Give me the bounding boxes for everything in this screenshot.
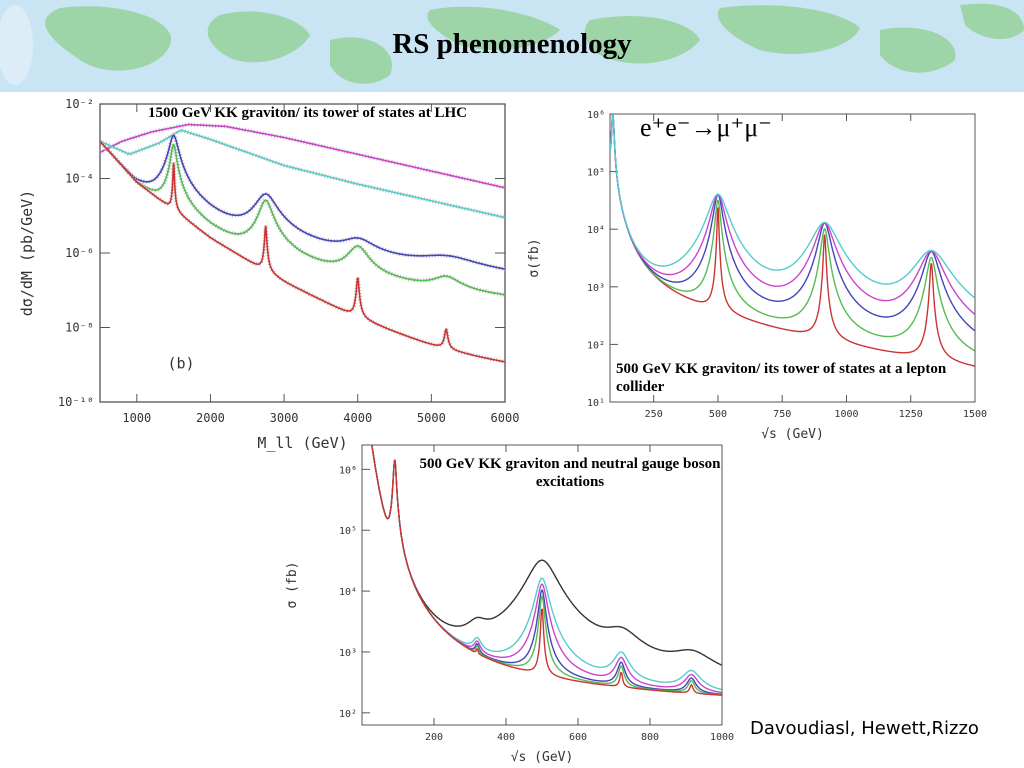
x-tick-label: 6000	[491, 411, 520, 425]
y-tick-label: 10²	[339, 709, 357, 720]
x-tick-label: 4000	[343, 411, 372, 425]
lepton-plot-caption: 500 GeV KK graviton/ its tower of states…	[616, 361, 947, 395]
series-3-band	[100, 139, 505, 297]
series-0-band	[100, 122, 505, 190]
series-0-line	[610, 114, 975, 367]
x-tick-label: 3000	[270, 411, 299, 425]
series-3-line	[100, 140, 505, 296]
series-4-line	[610, 114, 975, 299]
x-tick-label: 400	[497, 732, 515, 743]
y-tick-label: 10⁶	[587, 110, 605, 121]
x-tick-label: 800	[641, 732, 659, 743]
series-3-line	[610, 114, 975, 315]
title-banner	[0, 0, 1024, 92]
process-label: e⁺e⁻→μ⁺μ⁻	[640, 113, 772, 142]
x-tick-label: 250	[645, 409, 663, 420]
gauge-plot-caption: 500 GeV KK graviton and neutral gauge bo…	[419, 456, 721, 490]
lhc-graviton-plot: 1000 2000 3000 4000 5000 6000 10⁻² 10⁻⁴ 10⁻⁶ 10⁻⁸…	[18, 97, 520, 452]
series-4-line	[100, 140, 505, 363]
x-axis-label: √s (GeV)	[511, 750, 574, 765]
x-tick-label: 1500	[963, 409, 987, 420]
y-tick-label: 10⁴	[339, 587, 357, 598]
series-1-line	[610, 114, 975, 352]
x-tick-label: 750	[773, 409, 791, 420]
x-tick-label: 500	[709, 409, 727, 420]
y-tick-label: 10⁻⁴	[65, 172, 94, 186]
slide-title: RS phenomenology	[392, 28, 632, 60]
x-tick-label: 1250	[899, 409, 923, 420]
series-1-line	[100, 129, 505, 219]
x-tick-label: 200	[425, 732, 443, 743]
y-axis-label: dσ/dM (pb/GeV)	[18, 190, 36, 316]
series-0-line	[371, 445, 722, 666]
gauge-boson-plot: 200 400 600 800 1000 10⁶ 10⁵ 10⁴ 10³ 10² √s (GeV) σ…	[285, 444, 734, 765]
y-tick-label: 10⁻⁸	[65, 321, 94, 335]
y-tick-label: 10⁶	[339, 465, 357, 476]
series-2-line	[100, 134, 505, 270]
series-2-line	[610, 114, 975, 332]
y-axis-label: σ (fb)	[285, 562, 300, 609]
plot-frame	[99, 103, 506, 403]
series-5-line	[371, 445, 722, 696]
y-tick-label: 10³	[587, 283, 605, 294]
x-tick-label: 5000	[417, 411, 446, 425]
series-0-line	[100, 123, 505, 189]
x-tick-label: 1000	[710, 732, 734, 743]
y-tick-label: 10⁻⁶	[65, 246, 94, 260]
x-axis-label: M_ll (GeV)	[257, 434, 347, 452]
x-tick-label: 1000	[122, 411, 151, 425]
y-tick-label: 10⁻¹⁰	[58, 395, 94, 409]
y-tick-label: 10⁻²	[65, 97, 94, 111]
y-tick-label: 10⁴	[587, 225, 605, 236]
lepton-collider-plot: 250 500 750 1000 1250 1500 10⁶ 10⁵ 10⁴ 10³ 10² 10¹ √…	[527, 110, 987, 442]
x-tick-label: 600	[569, 732, 587, 743]
panel-label: (b)	[167, 354, 194, 372]
x-axis-label: √s (GeV)	[761, 427, 824, 442]
x-tick-label: 2000	[196, 411, 225, 425]
plot-frame	[609, 113, 976, 403]
y-tick-label: 10³	[339, 648, 357, 659]
plot-frame	[361, 444, 723, 726]
y-tick-label: 10²	[587, 340, 605, 351]
y-tick-label: 10¹	[587, 398, 605, 409]
y-tick-label: 10⁵	[587, 168, 605, 179]
lhc-plot-caption: 1500 GeV KK graviton/ its tower of state…	[148, 105, 467, 121]
author-credit: Davoudiasl, Hewett,Rizzo	[750, 718, 979, 739]
series-2-band	[100, 133, 505, 271]
y-axis-label: σ(fb)	[527, 238, 542, 277]
x-tick-label: 1000	[834, 409, 858, 420]
world-map-background	[0, 0, 1024, 92]
y-tick-label: 10⁵	[339, 526, 357, 537]
